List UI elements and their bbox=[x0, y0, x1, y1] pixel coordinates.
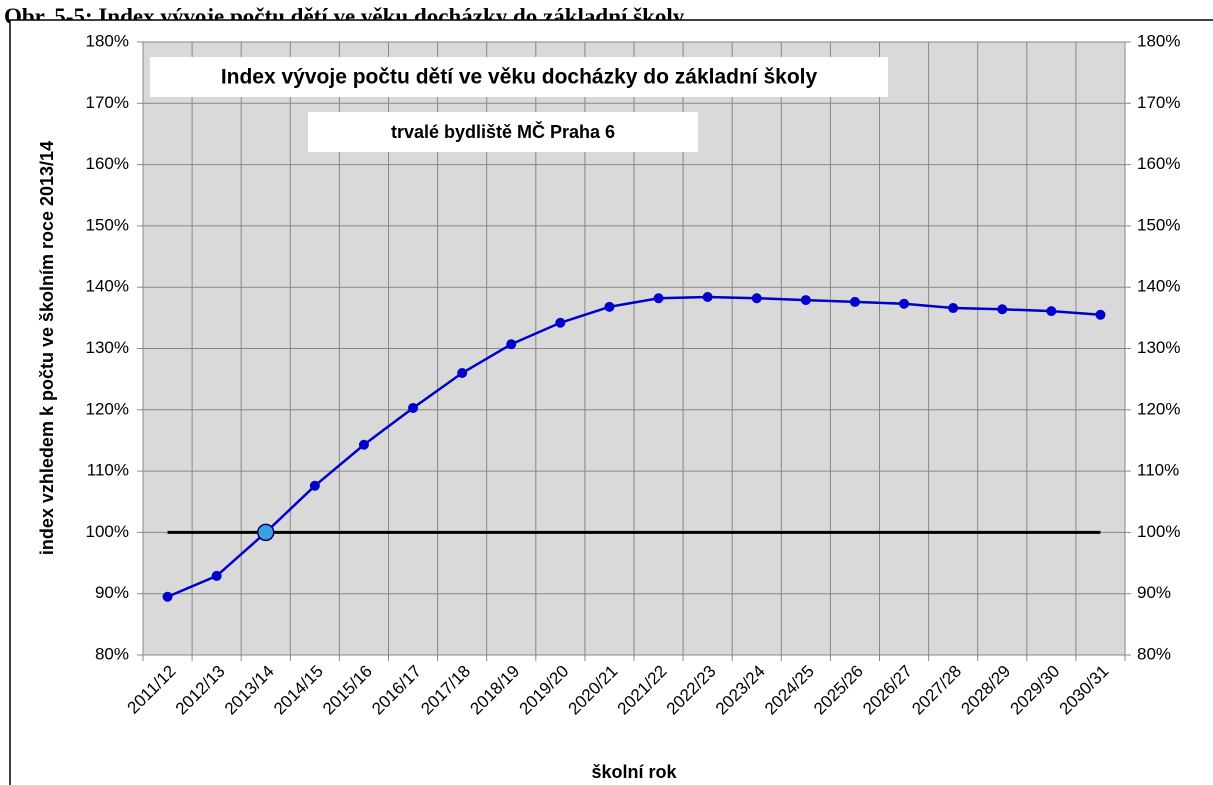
y-axis-label: index vzhledem k počtu ve školním roce 2… bbox=[37, 141, 57, 555]
marker bbox=[800, 295, 811, 306]
y2-tick-label: 150% bbox=[1137, 215, 1180, 234]
y-tick-label: 120% bbox=[86, 399, 129, 418]
marker bbox=[506, 339, 517, 350]
chart-subtitle: trvalé bydliště MČ Praha 6 bbox=[391, 121, 615, 142]
y2-tick-label: 80% bbox=[1137, 644, 1171, 663]
marker bbox=[948, 303, 959, 314]
marker bbox=[653, 293, 664, 304]
y2-tick-label: 170% bbox=[1137, 93, 1180, 112]
marker bbox=[457, 368, 468, 379]
y2-tick-label: 130% bbox=[1137, 338, 1180, 357]
y2-tick-label: 90% bbox=[1137, 583, 1171, 602]
y-tick-label: 150% bbox=[86, 215, 129, 234]
marker bbox=[1046, 306, 1057, 317]
y2-tick-label: 140% bbox=[1137, 277, 1180, 296]
marker bbox=[899, 298, 910, 309]
y-tick-label: 170% bbox=[86, 93, 129, 112]
data-line bbox=[167, 295, 1101, 598]
y-tick-label: 100% bbox=[86, 522, 129, 541]
marker bbox=[555, 317, 566, 328]
y-tick-label: 130% bbox=[86, 338, 129, 357]
title-box bbox=[150, 57, 888, 97]
marker bbox=[604, 301, 615, 312]
marker bbox=[162, 591, 173, 602]
x-axis-label: školní rok bbox=[591, 762, 677, 782]
marker bbox=[751, 293, 762, 304]
marker bbox=[849, 296, 860, 307]
y2-tick-label: 180% bbox=[1137, 31, 1180, 50]
marker bbox=[702, 292, 713, 303]
y-tick-label: 110% bbox=[87, 461, 129, 480]
y2-tick-label: 100% bbox=[1137, 522, 1180, 541]
subtitle-box bbox=[308, 112, 698, 152]
chart-title: Index vývoje počtu dětí ve věku docházky… bbox=[221, 66, 818, 89]
y-tick-label: 140% bbox=[86, 277, 129, 296]
marker bbox=[997, 304, 1008, 315]
y2-tick-label: 110% bbox=[1137, 461, 1179, 480]
marker bbox=[309, 480, 320, 491]
marker bbox=[408, 402, 419, 413]
y2-tick-label: 120% bbox=[1137, 399, 1180, 418]
y-tick-label: 180% bbox=[86, 31, 129, 50]
marker bbox=[358, 439, 369, 450]
y-tick-label: 90% bbox=[95, 583, 129, 602]
marker bbox=[211, 570, 222, 581]
marker bbox=[1095, 309, 1106, 320]
y-tick-label: 80% bbox=[95, 644, 129, 663]
highlight-marker bbox=[257, 523, 275, 542]
y2-tick-label: 160% bbox=[1137, 154, 1180, 173]
y-tick-label: 160% bbox=[86, 154, 129, 173]
